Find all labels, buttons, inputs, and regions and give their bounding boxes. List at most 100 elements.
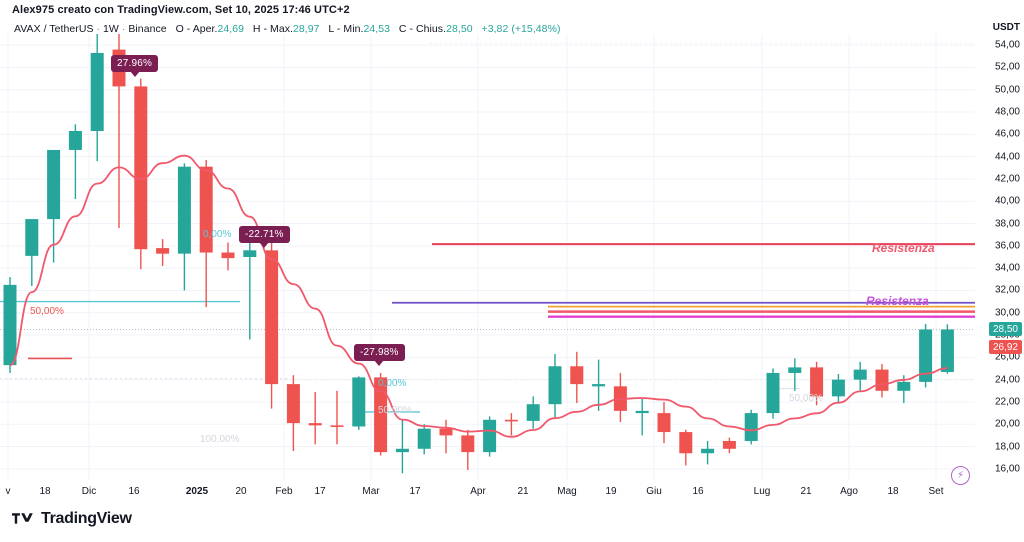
tradingview-wordmark: TradingView <box>41 510 132 527</box>
price-axis-tick: 18,00 <box>994 441 1020 453</box>
candlestick[interactable] <box>766 368 780 419</box>
legend-high-label: H - Max. <box>252 23 293 35</box>
candle-body <box>570 366 584 385</box>
candle-body <box>526 404 540 421</box>
candlestick[interactable] <box>286 375 300 452</box>
time-axis-tick: 21 <box>517 486 529 497</box>
time-axis-tick: 17 <box>409 486 421 497</box>
legend-change-pct: (+15,48%) <box>511 23 561 35</box>
candlestick[interactable] <box>635 398 649 436</box>
price-axis-tick: 32,00 <box>994 284 1020 296</box>
price-axis[interactable]: USDT 54,00 52,00 50,00 48,00 46,00 44,00 42,00… <box>975 18 1024 480</box>
time-axis-tick: 18 <box>39 486 51 497</box>
candlestick[interactable] <box>112 34 126 229</box>
candlestick[interactable] <box>25 219 39 286</box>
candlestick[interactable] <box>875 364 889 398</box>
legend-interval[interactable]: 1W <box>103 23 119 35</box>
candlestick[interactable] <box>374 372 388 456</box>
candle-body <box>810 367 824 397</box>
attribution-text: Alex975 creato con TradingView.com, Set … <box>12 4 350 16</box>
candlestick[interactable] <box>417 424 431 455</box>
candlestick[interactable] <box>90 34 104 162</box>
price-axis-tick: 34,00 <box>994 262 1020 274</box>
candle-body <box>940 329 954 372</box>
candle-body <box>548 366 562 405</box>
candlestick[interactable] <box>701 440 715 465</box>
candlestick[interactable] <box>831 374 845 404</box>
time-axis-tick: 17 <box>314 486 326 497</box>
time-axis-tick: Giu <box>646 486 662 497</box>
candlestick[interactable] <box>461 429 475 470</box>
candlestick[interactable] <box>788 358 802 391</box>
candlestick[interactable] <box>744 409 758 445</box>
candlestick[interactable] <box>919 323 933 388</box>
candlestick[interactable] <box>504 413 518 436</box>
price-axis-tick: 44,00 <box>994 151 1020 163</box>
legend-dot-2: · <box>121 23 126 35</box>
candlestick[interactable] <box>570 351 584 404</box>
candle-body <box>483 419 497 453</box>
candle-body <box>744 413 758 441</box>
candlestick[interactable] <box>613 372 627 423</box>
candle-body <box>243 250 257 257</box>
chart-plot-area[interactable] <box>0 34 975 480</box>
candlestick[interactable] <box>221 242 235 271</box>
candlestick[interactable] <box>853 361 867 392</box>
time-axis-tick: Feb <box>275 486 293 497</box>
time-axis-tick: Apr <box>470 486 486 497</box>
candlestick[interactable] <box>177 163 191 291</box>
price-axis-tick: 36,00 <box>994 240 1020 252</box>
candlestick[interactable] <box>243 241 257 340</box>
legend-low-value: 24,53 <box>363 23 390 35</box>
candle-body <box>90 52 104 132</box>
candlestick[interactable] <box>679 429 693 466</box>
candle-body <box>461 435 475 453</box>
candlestick[interactable] <box>526 396 540 429</box>
time-axis[interactable]: v 18 Dic 16 2025 20 Feb 17 Mar 17 Apr 21 Mag 19 Giu 16 L… <box>0 482 975 506</box>
chart-canvas <box>0 34 975 480</box>
candle-body <box>330 425 344 427</box>
price-axis-tick: 22,00 <box>994 396 1020 408</box>
time-axis-tick: 19 <box>605 486 617 497</box>
candlestick[interactable] <box>352 376 366 430</box>
candlestick[interactable] <box>592 359 606 411</box>
candlestick[interactable] <box>657 401 671 444</box>
legend-exchange[interactable]: Binance <box>128 23 167 35</box>
price-axis-tick: 38,00 <box>994 218 1020 230</box>
candlestick[interactable] <box>265 242 279 409</box>
candlestick[interactable] <box>722 437 736 454</box>
candlestick[interactable] <box>395 419 409 474</box>
candle-body <box>592 384 606 387</box>
candle-body <box>134 86 148 250</box>
candle-body <box>679 432 693 454</box>
candle-body <box>177 166 191 254</box>
candlestick[interactable] <box>940 324 954 374</box>
candle-body <box>221 252 235 259</box>
chart-legend: AVAX / TetherUS · 1W · Binance O - Aper.… <box>14 23 561 35</box>
tradingview-logo-icon <box>12 513 33 524</box>
legend-close-value: 28,50 <box>446 23 473 35</box>
candlestick[interactable] <box>134 78 148 270</box>
legend-symbol[interactable]: AVAX / TetherUS <box>14 23 94 35</box>
price-axis-tick: 20,00 <box>994 418 1020 430</box>
candlestick[interactable] <box>810 361 824 406</box>
candle-body <box>853 369 867 380</box>
candlestick[interactable] <box>548 354 562 418</box>
candlestick[interactable] <box>68 124 82 200</box>
candle-body <box>352 377 366 427</box>
time-axis-tick: 20 <box>235 486 247 497</box>
moving-average-line[interactable] <box>9 154 948 438</box>
candlestick[interactable] <box>199 159 213 308</box>
candlestick[interactable] <box>47 149 61 263</box>
candlestick[interactable] <box>330 390 344 445</box>
candlestick[interactable] <box>483 416 497 457</box>
price-axis-badge: 28,50 <box>988 322 1022 337</box>
candlestick[interactable] <box>3 277 17 373</box>
candlestick[interactable] <box>156 239 170 266</box>
candle-body <box>374 377 388 453</box>
candle-body <box>657 413 671 433</box>
candlestick[interactable] <box>308 391 322 445</box>
price-axis-tick: 40,00 <box>994 195 1020 207</box>
price-axis-tick: 26,00 <box>994 351 1020 363</box>
candlestick[interactable] <box>439 419 453 454</box>
